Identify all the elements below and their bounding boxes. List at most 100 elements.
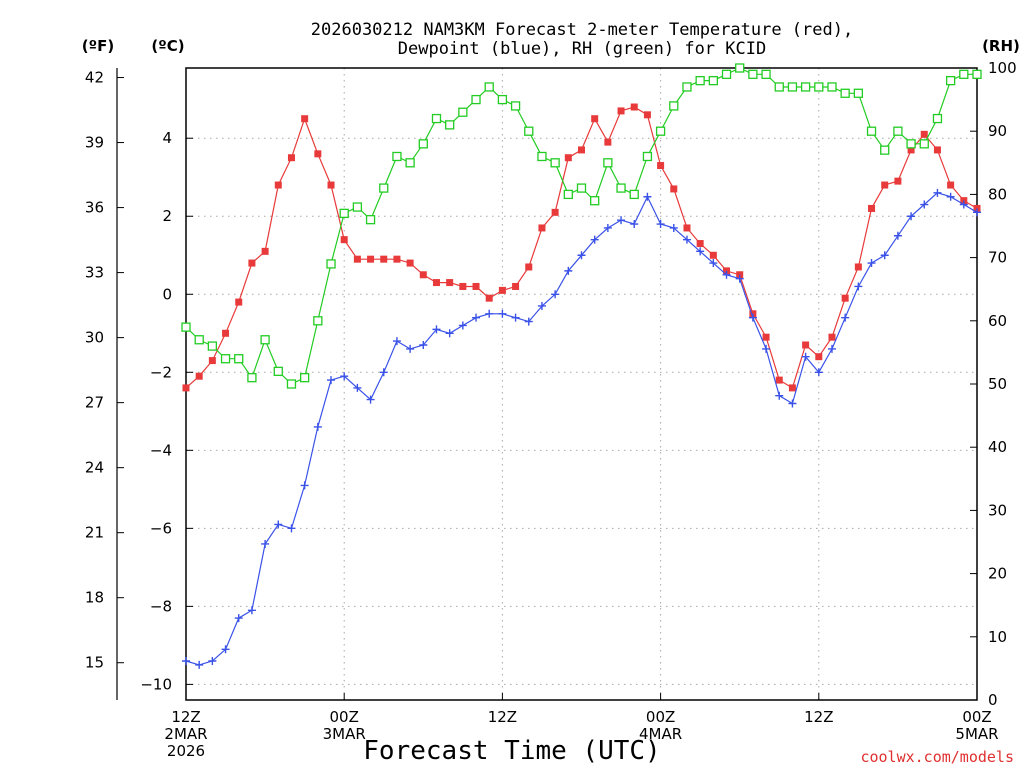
rh-point [379,183,389,193]
rh-point [945,75,956,86]
rh-point [576,183,587,193]
rh-point [800,82,811,92]
dewpoint-point [511,313,520,322]
series-dewpoint [182,188,981,669]
temperature-point [604,138,612,146]
dewpoint-point [261,539,270,548]
temperature-point [406,259,414,267]
dewpoint-point [300,481,309,490]
rh-point [787,82,798,92]
temperature-point [208,357,216,365]
dewpoint-point [603,223,612,232]
dewpoint-point [392,337,401,346]
dewpoint-point [485,309,494,318]
x-tick-label: 12Z [804,708,833,726]
temperature-point [683,224,691,232]
rh-point [181,322,191,332]
rh-point [814,82,824,92]
rh-point [761,69,771,79]
rh-point [458,107,468,117]
fahrenheit-tick-label: 42 [85,69,104,87]
dewpoint-point [247,606,256,615]
rh-point [669,101,679,111]
rh-point [247,373,257,383]
temperature-point [907,146,915,154]
temperature-point [841,294,849,302]
rh-point [484,82,494,92]
rh-point [405,158,415,168]
rh-axis-unit: (RH) [982,37,1020,55]
rh-point [840,88,850,98]
temperature-point [551,208,559,216]
dewpoint-point [577,251,586,260]
dewpoint-point [973,208,981,217]
temperature-point [802,341,810,349]
dewpoint-point [313,422,322,431]
celsius-tick-label: −6 [150,519,172,537]
axes [116,67,978,701]
dewpoint-point [590,235,599,244]
fahrenheit-tick-label: 18 [85,589,104,607]
temperature-point [920,130,928,138]
temperature-point [564,154,572,162]
dewpoint-point [379,368,388,377]
rh-tick-label: 80 [988,185,1007,203]
rh-point [207,341,218,351]
dewpoint-point [854,282,863,291]
dewpoint-point [656,220,665,229]
dewpoint-point [630,220,639,229]
dewpoint-point [287,524,296,533]
temperature-point [696,240,704,248]
dewpoint-point [274,520,283,529]
dewpoint-point [880,251,889,260]
temperature-point [854,263,862,271]
rh-tick-label: 20 [988,565,1007,583]
rh-point [392,151,402,162]
dewpoint-point [788,399,797,408]
x-tick-label: 12Z [171,708,200,726]
rh-point [537,151,547,162]
fahrenheit-tick-label: 21 [85,524,104,542]
grid-lines [186,68,977,700]
rh-point [603,158,613,168]
dewpoint-point [722,270,731,279]
temperature-point [182,384,190,392]
dewpoint-point [814,368,823,377]
temperature-point [327,181,335,189]
fahrenheit-tick-label: 33 [85,264,104,282]
temperature-point [578,146,585,154]
dewpoint-point [564,266,573,275]
rh-point [286,379,297,389]
fahrenheit-tick-label: 39 [85,134,104,152]
rh-tick-label: 40 [988,438,1007,456]
temperature-point [367,255,375,263]
dewpoint-point [353,383,362,392]
fahrenheit-axis-unit: (ºF) [82,37,114,55]
plot-frame [185,67,978,701]
temperature-point [274,181,282,189]
rh-point [220,354,231,364]
fahrenheit-tick-label: 36 [85,199,104,217]
dewpoint-point [234,614,243,623]
chart-title-line-1: 2026030212 NAM3KM Forecast 2-meter Tempe… [311,20,853,40]
rh-point [827,82,837,92]
temperature-point [657,162,665,170]
rh-point [550,158,560,168]
rh-point [959,69,969,79]
temperature-point [881,181,889,189]
temperature-point [630,103,638,111]
rh-point [563,189,573,200]
dewpoint-point [445,329,454,338]
x-tick-label: 00Z [330,708,359,726]
dewpoint-point [208,656,217,665]
rh-tick-label: 0 [988,691,998,709]
rh-tick-label: 70 [988,249,1007,267]
rh-point [695,75,705,86]
rh-point [721,69,732,79]
celsius-tick-label: 2 [162,207,172,225]
rh-point [418,139,428,149]
rh-point [708,75,718,86]
rh-point [919,139,929,149]
temperature-point [235,298,243,306]
dewpoint-point [643,192,652,201]
